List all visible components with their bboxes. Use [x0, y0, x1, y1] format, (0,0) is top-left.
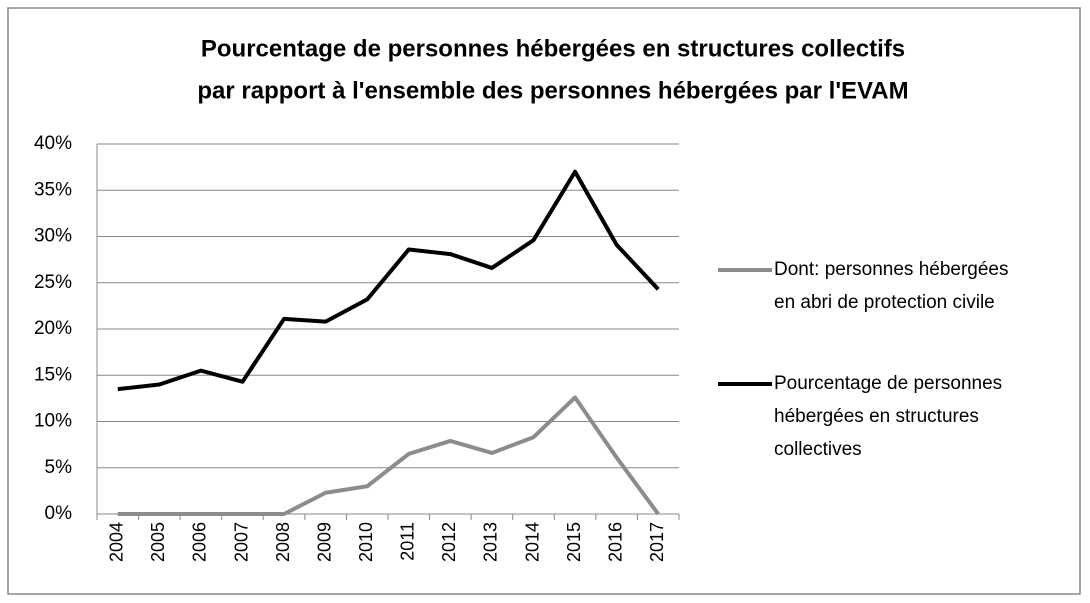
y-tick-label: 40% [34, 133, 72, 154]
y-tick-label: 30% [34, 226, 72, 247]
chart-frame [7, 7, 1081, 595]
x-tick-label: 2011 [398, 522, 418, 561]
series-line [117, 395, 660, 516]
chart-title: par rapport à l'ensemble des personnes h… [197, 77, 908, 104]
x-tick-label: 2007 [231, 522, 251, 562]
x-tick-label: 2008 [273, 522, 293, 562]
x-tick-label: 2013 [481, 522, 501, 562]
x-tick-label: 2009 [314, 522, 334, 562]
legend-item: Pourcentage de personnes hébergées en st… [774, 373, 1003, 460]
legend-label: Dont: personnes hébergées en abri de pro… [774, 259, 1009, 313]
x-tick-label: 2015 [564, 522, 584, 562]
y-tick-label: 10% [34, 411, 72, 432]
series-line [117, 169, 660, 392]
legend-item: Dont: personnes hébergées en abri de pro… [774, 259, 1009, 313]
x-tick-label: 2010 [356, 522, 376, 562]
y-tick-label: 20% [34, 318, 72, 339]
y-tick-label: 0% [45, 503, 73, 524]
x-tick-label: 2006 [190, 522, 210, 562]
legend-label: Pourcentage de personnes hébergées en st… [774, 373, 1003, 460]
y-tick-label: 35% [34, 179, 72, 200]
chart-title: Pourcentage de personnes hébergées en st… [201, 35, 905, 62]
x-tick-label: 2016 [605, 522, 625, 562]
x-tick-label: 2004 [107, 522, 127, 562]
x-tick-label: 2017 [647, 522, 667, 562]
y-tick-label: 5% [45, 457, 73, 478]
x-tick-label: 2014 [522, 522, 542, 562]
x-tick-label: 2012 [439, 522, 459, 562]
x-tick-label: 2005 [148, 522, 168, 562]
y-tick-label: 25% [34, 272, 72, 293]
y-tick-label: 15% [34, 364, 72, 385]
